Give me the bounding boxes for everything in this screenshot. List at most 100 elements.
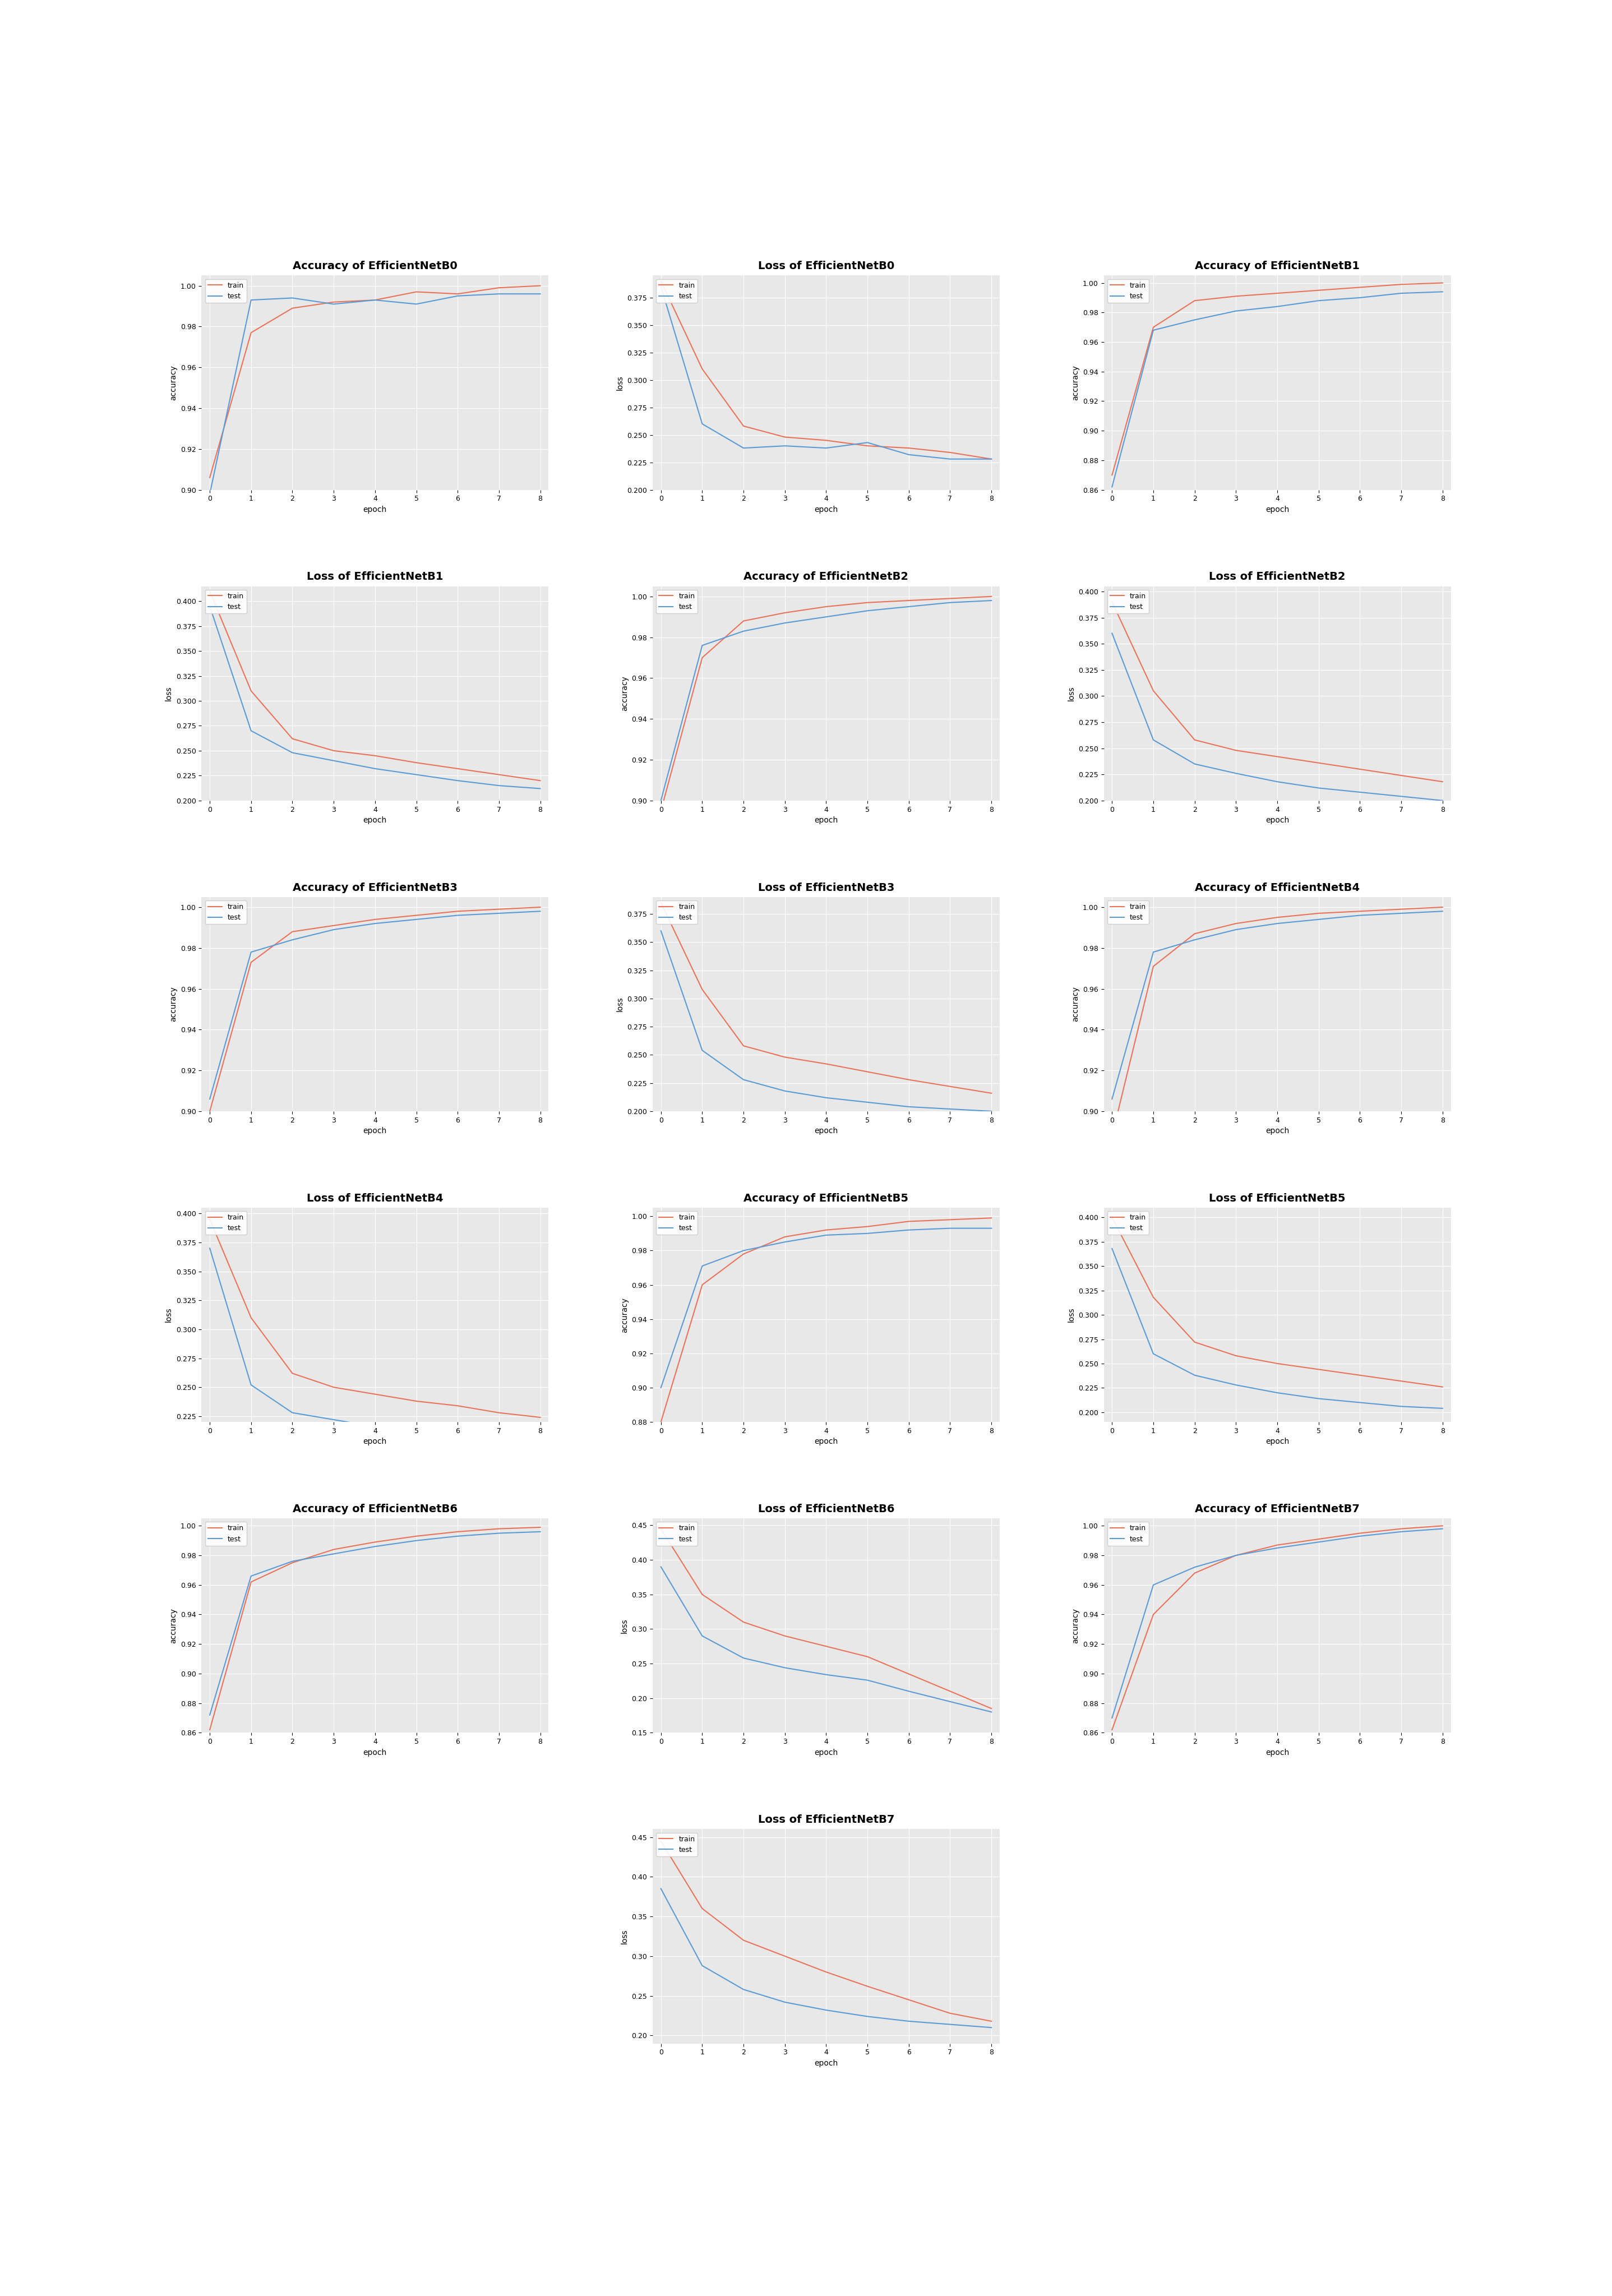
- test: [1143, 317, 1162, 344]
- test: [858, 2002, 877, 2030]
- train: [490, 760, 509, 788]
- test: [733, 1644, 753, 1671]
- test: [1143, 1570, 1162, 1598]
- train: [693, 1272, 713, 1300]
- Legend: train, test: train, test: [1107, 1522, 1149, 1545]
- test: [1185, 1554, 1204, 1582]
- test: [940, 445, 959, 473]
- train: [940, 439, 959, 466]
- train: [1309, 900, 1328, 928]
- train: [1103, 1123, 1122, 1150]
- test: [1433, 898, 1452, 925]
- Y-axis label: accuracy: accuracy: [169, 987, 177, 1022]
- test: [858, 429, 877, 457]
- train: [775, 1623, 795, 1651]
- test: [1433, 1515, 1452, 1543]
- train: [242, 1304, 261, 1332]
- Line: test: test: [210, 912, 540, 1100]
- test: [1433, 1394, 1452, 1421]
- test: [693, 1251, 713, 1279]
- test: [651, 916, 671, 944]
- test: [282, 739, 301, 767]
- test: [406, 1417, 426, 1444]
- test: [282, 925, 301, 953]
- train: [282, 726, 301, 753]
- Line: test: test: [210, 606, 540, 788]
- X-axis label: epoch: epoch: [814, 505, 838, 514]
- train: [775, 1042, 795, 1070]
- Line: test: test: [661, 287, 991, 459]
- train: [1185, 1559, 1204, 1587]
- train: [282, 1359, 301, 1387]
- train: [448, 898, 467, 925]
- train: [982, 2007, 1001, 2034]
- train: [899, 1208, 919, 1235]
- train: [366, 905, 385, 932]
- Legend: train, test: train, test: [205, 280, 247, 303]
- Title: Accuracy of EfficientNetB1: Accuracy of EfficientNetB1: [1194, 262, 1359, 271]
- X-axis label: epoch: epoch: [814, 1437, 838, 1446]
- train: [1143, 953, 1162, 980]
- train: [448, 755, 467, 783]
- train: [1103, 1715, 1122, 1743]
- test: [200, 1701, 219, 1729]
- Line: train: train: [210, 907, 540, 1111]
- test: [200, 1235, 219, 1263]
- test: [733, 434, 753, 461]
- train: [817, 592, 837, 620]
- train: [1185, 726, 1204, 753]
- train: [858, 1972, 877, 2000]
- test: [490, 900, 509, 928]
- test: [1143, 939, 1162, 967]
- test: [817, 1995, 837, 2023]
- Legend: train, test: train, test: [205, 1212, 247, 1235]
- train: [693, 356, 713, 383]
- train: [775, 1224, 795, 1251]
- test: [775, 1077, 795, 1104]
- train: [693, 976, 713, 1003]
- train: [448, 1518, 467, 1545]
- test: [406, 760, 426, 788]
- X-axis label: epoch: epoch: [1265, 1127, 1290, 1134]
- train: [200, 1097, 219, 1125]
- train: [324, 912, 343, 939]
- Title: Loss of EfficientNetB4: Loss of EfficientNetB4: [306, 1194, 443, 1203]
- test: [1267, 294, 1286, 321]
- X-axis label: epoch: epoch: [814, 1127, 838, 1134]
- test: [858, 1088, 877, 1116]
- Title: Loss of EfficientNetB7: Loss of EfficientNetB7: [758, 1814, 895, 1825]
- Y-axis label: loss: loss: [621, 1929, 629, 1945]
- Legend: train, test: train, test: [656, 590, 698, 613]
- Legend: train, test: train, test: [205, 590, 247, 613]
- Title: Loss of EfficientNetB3: Loss of EfficientNetB3: [758, 882, 895, 893]
- train: [324, 289, 343, 317]
- Line: test: test: [1112, 292, 1443, 487]
- Line: train: train: [1112, 1217, 1443, 1387]
- X-axis label: epoch: epoch: [1265, 505, 1290, 514]
- train: [242, 948, 261, 976]
- test: [940, 1688, 959, 1715]
- Line: train: train: [210, 1527, 540, 1729]
- test: [242, 716, 261, 744]
- Line: test: test: [661, 1228, 991, 1387]
- Line: train: train: [661, 1217, 991, 1421]
- test: [1103, 1704, 1122, 1731]
- train: [406, 748, 426, 776]
- test: [693, 631, 713, 659]
- train: [693, 643, 713, 670]
- Line: test: test: [1112, 634, 1443, 801]
- test: [982, 1699, 1001, 1727]
- Line: test: test: [661, 602, 991, 801]
- train: [1433, 893, 1452, 921]
- X-axis label: epoch: epoch: [363, 1127, 387, 1134]
- test: [982, 1215, 1001, 1242]
- train: [406, 1387, 426, 1414]
- test: [1433, 278, 1452, 305]
- test: [733, 618, 753, 645]
- Legend: train, test: train, test: [205, 1522, 247, 1545]
- train: [1227, 1541, 1246, 1568]
- test: [366, 287, 385, 315]
- train: [775, 422, 795, 450]
- test: [817, 1221, 837, 1249]
- Title: Accuracy of EfficientNetB2: Accuracy of EfficientNetB2: [743, 572, 909, 583]
